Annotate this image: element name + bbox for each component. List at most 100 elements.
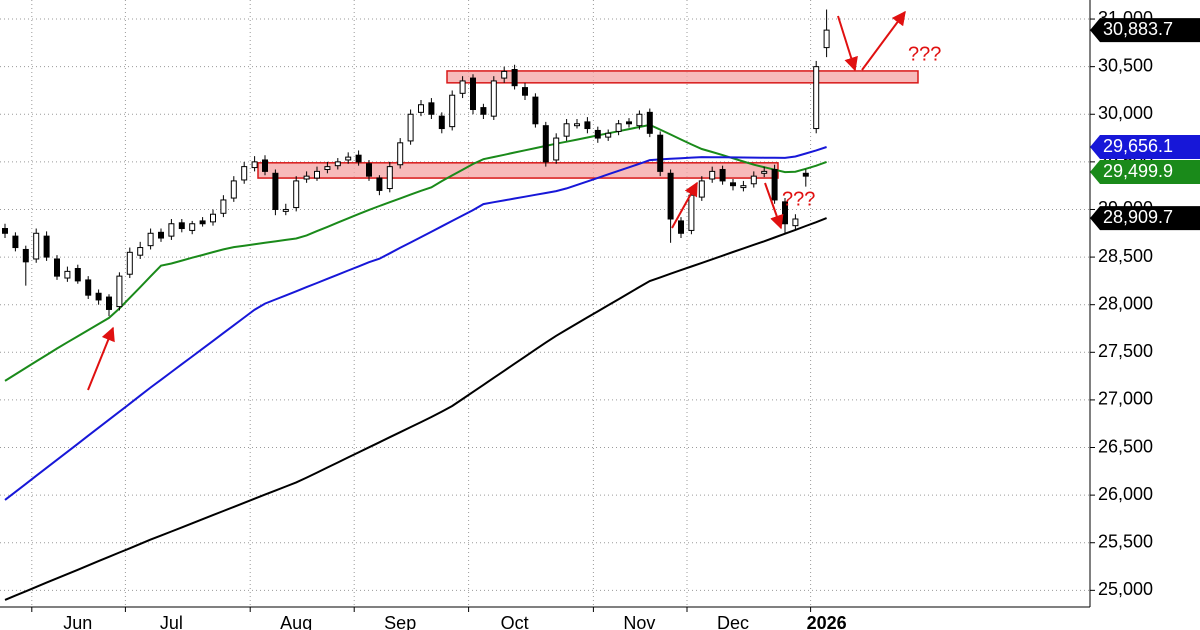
candle-body: [2, 228, 8, 234]
x-tick-label: Oct: [501, 613, 529, 630]
candle-body: [262, 159, 268, 172]
y-tick-label: 26,000: [1098, 484, 1153, 504]
candle-body: [626, 121, 632, 125]
x-tick-label: Jun: [63, 613, 92, 630]
candle-body: [542, 125, 549, 163]
candle-body: [272, 172, 279, 210]
candle-body: [688, 194, 695, 231]
candle-body: [740, 185, 747, 189]
candle-body: [615, 123, 622, 132]
x-tick-label: Jul: [160, 613, 183, 630]
candle-body: [230, 180, 237, 199]
candle-body: [782, 201, 788, 225]
candle-body: [802, 172, 809, 177]
moving-average-line: [4, 146, 827, 501]
price-tag: [1090, 18, 1200, 43]
candle-body: [355, 154, 362, 163]
candle-body: [522, 87, 528, 96]
candle-body: [106, 296, 112, 310]
candle-body: [594, 129, 601, 139]
candle-body: [376, 177, 383, 191]
price-tag-label: 28,909.7: [1103, 207, 1173, 227]
price-tag-label: 30,883.7: [1103, 19, 1173, 39]
x-tick-label: Dec: [717, 613, 749, 630]
moving-averages: [4, 123, 827, 601]
candle-body: [210, 213, 216, 223]
candle-body: [553, 137, 560, 161]
candle-body: [698, 180, 705, 198]
candle-body: [95, 292, 102, 301]
arrow: [837, 15, 858, 72]
candle-body: [241, 166, 248, 181]
candle-body: [667, 172, 674, 220]
candle-body: [407, 113, 414, 142]
annotations: ??? ???: [87, 10, 941, 391]
moving-average-line: [4, 217, 827, 601]
arrow: [671, 181, 698, 229]
price-tag-label: 29,499.9: [1103, 161, 1173, 181]
candle-body: [636, 113, 643, 127]
candle-body: [116, 275, 123, 308]
candle-body: [126, 251, 133, 275]
arrow: [861, 10, 906, 71]
candle-body: [158, 231, 164, 239]
price-tag: [1090, 206, 1200, 231]
candle-body: [324, 166, 331, 170]
candle-body: [501, 70, 508, 79]
price-tag: [1090, 160, 1200, 185]
candle-body: [22, 248, 29, 263]
candle-body: [251, 161, 258, 169]
candle-body: [532, 96, 539, 125]
y-tick-label: 26,500: [1098, 436, 1153, 456]
candle-body: [480, 107, 487, 115]
candle-body: [64, 270, 71, 279]
candle-body: [584, 121, 591, 130]
y-tick-label: 30,000: [1098, 103, 1153, 123]
price-tag-label: 29,656.1: [1103, 136, 1173, 156]
x-tick-label: Nov: [623, 613, 655, 630]
price-tags: 30,883.7 29,656.1 29,499.9 28,909.7: [1090, 18, 1200, 231]
arrow: [87, 326, 115, 391]
candle-body: [657, 134, 664, 172]
candle-body: [574, 123, 580, 127]
candle-body: [730, 182, 736, 187]
annotation: ???: [908, 43, 941, 65]
candle-body: [43, 235, 50, 258]
candle-body: [314, 170, 320, 179]
candle-body: [459, 80, 466, 94]
candle-body: [678, 220, 684, 234]
candle-body: [397, 142, 404, 166]
candle-body: [605, 132, 612, 138]
candle-body: [199, 220, 206, 225]
x-tick-label: Sep: [384, 613, 416, 630]
candle-body: [54, 258, 60, 277]
candle-body: [12, 235, 19, 249]
candle-body: [386, 166, 393, 190]
candle-body: [438, 115, 445, 130]
candle-body: [366, 163, 372, 177]
candle-body: [792, 218, 799, 227]
candle-body: [823, 29, 830, 49]
candle-body: [220, 199, 227, 214]
candle-body: [168, 223, 175, 237]
candles: [2, 9, 830, 317]
annotation: ???: [782, 188, 815, 210]
y-tick-label: 28,500: [1098, 246, 1153, 266]
candle-body: [303, 175, 310, 180]
candle-body: [470, 77, 476, 110]
candle-body: [293, 180, 300, 209]
moving-average-line: [4, 123, 827, 382]
candle-body: [750, 175, 757, 185]
candle-body: [511, 69, 518, 87]
candle-body: [178, 222, 185, 230]
candle-body: [345, 156, 352, 161]
candle-body: [189, 223, 196, 231]
candle-body: [33, 232, 40, 260]
candle-body: [85, 279, 92, 296]
resistance-zone: [446, 70, 919, 84]
candle-body: [428, 102, 435, 115]
arrow: [764, 182, 784, 230]
y-tick-label: 25,000: [1098, 579, 1153, 599]
